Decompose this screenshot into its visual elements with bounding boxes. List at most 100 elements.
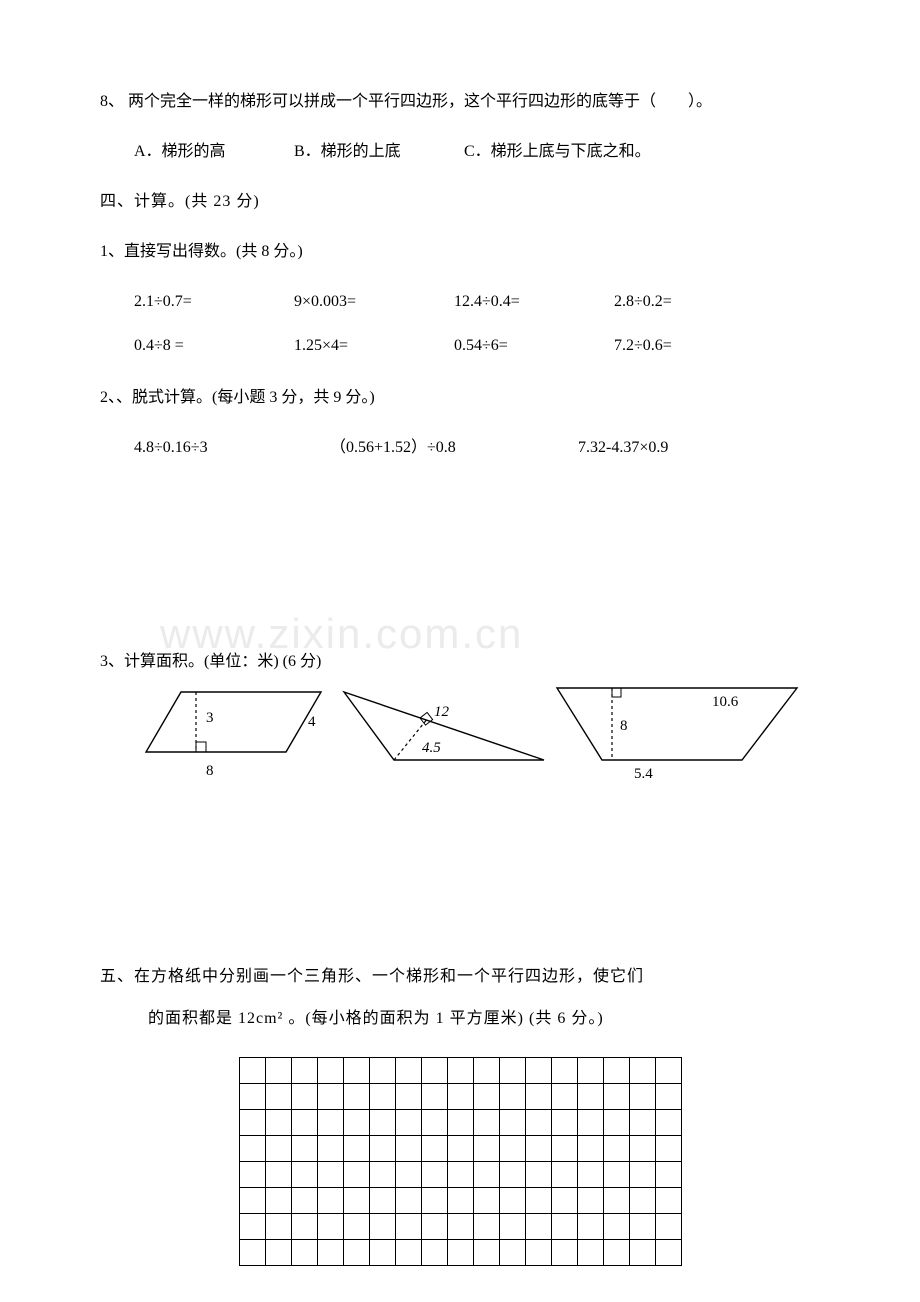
grid-cell (395, 1136, 421, 1162)
grid-cell (473, 1110, 499, 1136)
grid-cell (525, 1162, 551, 1188)
grid-cell (551, 1188, 577, 1214)
grid-cell (265, 1188, 291, 1214)
grid-cell (577, 1110, 603, 1136)
grid-cell (369, 1240, 395, 1266)
grid-cell (291, 1110, 317, 1136)
grid-cell (603, 1136, 629, 1162)
grid-cell (655, 1162, 681, 1188)
section-4-q2-title: 2、、脱式计算。(每小题 3 分，共 9 分。) (100, 386, 820, 410)
shape-label: 10.6 (712, 694, 739, 710)
grid-cell (239, 1214, 265, 1240)
grid-cell (551, 1162, 577, 1188)
grid-cell (499, 1136, 525, 1162)
answer-grid (239, 1057, 682, 1266)
shape-label: 8 (206, 763, 214, 779)
shape-label: 8 (620, 718, 628, 734)
grid-cell (603, 1110, 629, 1136)
section-5-line1: 五、在方格纸中分别画一个三角形、一个梯形和一个平行四边形，使它们 (100, 965, 820, 989)
calc-row-2: 0.4÷8 = 1.25×4= 0.54÷6= 7.2÷0.6= (100, 334, 820, 358)
grid-cell (395, 1240, 421, 1266)
grid-cell (525, 1084, 551, 1110)
calc-item: 0.54÷6= (454, 334, 614, 358)
grid-cell (421, 1110, 447, 1136)
grid-container (100, 1057, 820, 1266)
grid-cell (655, 1058, 681, 1084)
grid-cell (239, 1058, 265, 1084)
section-5-line2: 的面积都是 12cm² 。(每小格的面积为 1 平方厘米) (共 6 分。) (100, 1007, 820, 1031)
calc-item: 4.8÷0.16÷3 (134, 436, 330, 460)
grid-cell (447, 1214, 473, 1240)
grid-cell (343, 1240, 369, 1266)
grid-cell (239, 1110, 265, 1136)
shape-label: 3 (206, 710, 214, 726)
grid-cell (291, 1058, 317, 1084)
grid-cell (343, 1188, 369, 1214)
calc-row-1: 2.1÷0.7= 9×0.003= 12.4÷0.4= 2.8÷0.2= (100, 290, 820, 314)
grid-cell (395, 1110, 421, 1136)
grid-cell (629, 1162, 655, 1188)
grid-cell (421, 1084, 447, 1110)
grid-cell (655, 1110, 681, 1136)
grid-cell (655, 1214, 681, 1240)
grid-cell (551, 1136, 577, 1162)
grid-cell (395, 1188, 421, 1214)
grid-cell (629, 1188, 655, 1214)
question-8-options: A．梯形的高 B．梯形的上底 C．梯形上底与下底之和。 (100, 140, 820, 164)
grid-cell (447, 1188, 473, 1214)
grid-cell (421, 1162, 447, 1188)
grid-cell (655, 1136, 681, 1162)
grid-cell (603, 1162, 629, 1188)
calc-item: 0.4÷8 = (134, 334, 294, 358)
grid-cell (369, 1058, 395, 1084)
calc-item: 12.4÷0.4= (454, 290, 614, 314)
parallelogram-shape: 3 4 8 (136, 680, 334, 785)
grid-cell (525, 1214, 551, 1240)
grid-cell (317, 1188, 343, 1214)
grid-cell (343, 1214, 369, 1240)
grid-cell (369, 1084, 395, 1110)
grid-cell (577, 1058, 603, 1084)
grid-cell (603, 1240, 629, 1266)
shape-label: 5.4 (634, 766, 653, 782)
calc-item: 9×0.003= (294, 290, 454, 314)
triangle-shape: 12 4.5 (334, 680, 552, 785)
section-4-q3-title: 3、计算面积。(单位：米) (6 分) (100, 650, 820, 674)
question-8: 8、 两个完全一样的梯形可以拼成一个平行四边形，这个平行四边形的底等于（ ）。 (100, 90, 820, 114)
grid-cell (447, 1058, 473, 1084)
grid-cell (551, 1240, 577, 1266)
grid-cell (655, 1084, 681, 1110)
grid-cell (525, 1188, 551, 1214)
grid-cell (369, 1214, 395, 1240)
grid-cell (577, 1214, 603, 1240)
grid-cell (421, 1188, 447, 1214)
calc-item: 2.8÷0.2= (614, 290, 774, 314)
option-c: C．梯形上底与下底之和。 (464, 140, 651, 164)
trapezoid-shape: 10.6 8 5.4 (552, 680, 800, 785)
grid-cell (499, 1240, 525, 1266)
grid-cell (395, 1162, 421, 1188)
grid-cell (447, 1136, 473, 1162)
grid-cell (629, 1110, 655, 1136)
grid-cell (629, 1240, 655, 1266)
grid-cell (317, 1110, 343, 1136)
grid-cell (551, 1110, 577, 1136)
grid-cell (499, 1188, 525, 1214)
grid-cell (291, 1162, 317, 1188)
grid-cell (265, 1058, 291, 1084)
grid-cell (473, 1240, 499, 1266)
grid-cell (499, 1162, 525, 1188)
grid-cell (265, 1136, 291, 1162)
grid-cell (317, 1240, 343, 1266)
grid-cell (239, 1136, 265, 1162)
grid-cell (551, 1084, 577, 1110)
grid-cell (603, 1084, 629, 1110)
grid-cell (343, 1136, 369, 1162)
grid-cell (447, 1162, 473, 1188)
grid-cell (291, 1188, 317, 1214)
grid-cell (551, 1214, 577, 1240)
grid-cell (629, 1214, 655, 1240)
option-a: A．梯形的高 (134, 140, 294, 164)
grid-cell (473, 1058, 499, 1084)
option-b: B．梯形的上底 (294, 140, 464, 164)
